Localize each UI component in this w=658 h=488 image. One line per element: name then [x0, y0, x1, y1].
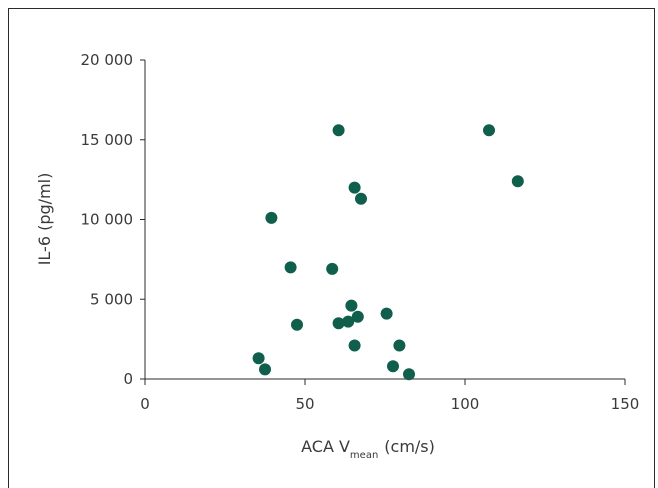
y-tick-label: 10 000	[81, 211, 134, 229]
data-point	[387, 360, 399, 373]
x-axis-title-unit: (cm/s)	[384, 437, 435, 456]
data-point	[348, 339, 361, 352]
x-tick-label: 150	[611, 395, 640, 413]
data-point	[265, 211, 278, 224]
data-point	[284, 261, 297, 274]
data-point	[351, 310, 364, 323]
data-point	[342, 315, 355, 328]
y-tick-label: 0	[123, 370, 133, 388]
data-points	[252, 124, 524, 381]
y-axis-title: IL-6 (pg/ml)	[35, 173, 54, 266]
data-point	[355, 192, 367, 205]
x-tick-label: 0	[140, 395, 150, 413]
data-point	[348, 181, 361, 194]
y-tick-label: 20 000	[81, 51, 134, 69]
data-point	[393, 339, 406, 352]
data-point	[483, 124, 495, 137]
data-point	[511, 175, 524, 188]
data-point	[259, 363, 271, 376]
y-tick-label: 15 000	[81, 131, 134, 149]
data-point	[380, 307, 393, 320]
y-axis-ticks: 0 5 000 10 000 15 000 20 000	[81, 51, 145, 388]
chart-frame	[8, 8, 655, 488]
x-tick-label: 50	[295, 395, 314, 413]
data-point	[291, 318, 303, 331]
x-axis-title-main: ACA V	[301, 437, 350, 456]
data-point	[332, 124, 345, 137]
data-point	[403, 368, 415, 381]
y-tick-label: 5 000	[90, 290, 133, 308]
data-point	[326, 262, 339, 275]
x-axis-title-subscript: mean	[350, 450, 378, 461]
x-axis-ticks: 0 50 100 150	[140, 379, 639, 413]
x-tick-label: 100	[451, 395, 480, 413]
data-point	[345, 299, 358, 312]
data-point	[252, 352, 265, 365]
data-point	[332, 317, 345, 330]
x-axis-title: ACA Vmean (cm/s)	[301, 437, 435, 461]
